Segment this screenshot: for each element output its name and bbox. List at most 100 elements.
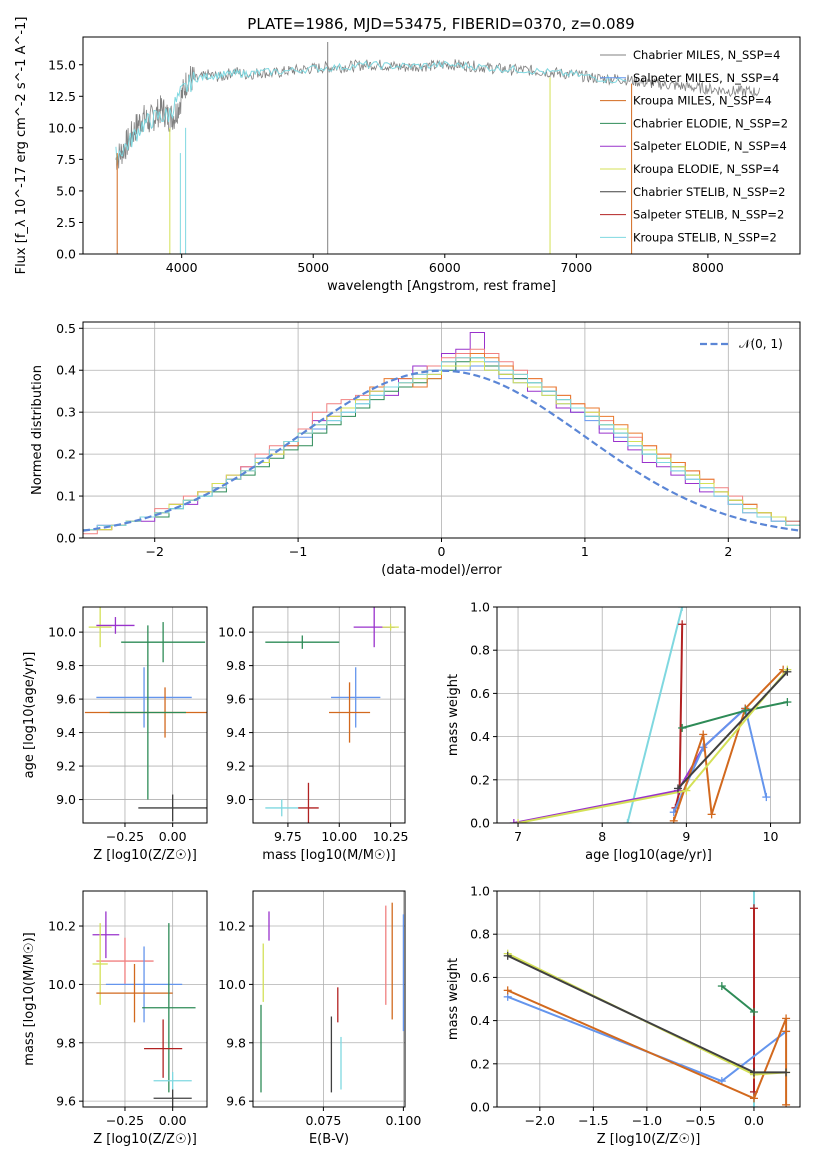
- plot-area: [265, 607, 399, 823]
- y-tick-label: 0.0: [470, 1100, 490, 1115]
- legend-label: Kroupa ELODIE, N_SSP=4: [633, 162, 779, 176]
- axes-frame: [496, 606, 801, 824]
- y-tick-label: 15.0: [48, 57, 76, 72]
- y-tick-label: 0.6: [470, 686, 490, 701]
- series-line: [672, 706, 768, 813]
- x-tick-label: 0.0: [744, 1113, 764, 1128]
- axes-frame: [252, 606, 406, 824]
- series-line: [517, 668, 789, 823]
- y-tick-label: 9.6: [56, 692, 76, 707]
- y-tick-label: 0.1: [56, 489, 76, 504]
- x-axis-label: Z [log10(Z/Z☉)]: [93, 848, 197, 863]
- x-axis-label: wavelength [Angstrom, rest frame]: [327, 279, 556, 294]
- y-axis-label: mass weight: [446, 674, 461, 756]
- y-tick-label: 0.4: [470, 1013, 490, 1028]
- x-tick-label: 0.00: [159, 829, 187, 844]
- axes-frame: [252, 890, 406, 1108]
- residuals-panel: 𝒩(0, 1) −2 −1 0 1 2 0.0 0.1 0.2 0.3 0.4 0.5 (data-mo…: [30, 321, 801, 578]
- axes-frame: [496, 890, 801, 1108]
- y-tick-label: 0.5: [56, 321, 76, 336]
- x-tick-label: −1.5: [578, 1113, 608, 1128]
- x-tick-label: 1: [581, 544, 589, 559]
- x-tick-label: 7: [514, 829, 522, 844]
- x-axis-label: age [log10(age/yr)]: [585, 848, 712, 863]
- x-tick-label: 4000: [166, 260, 198, 275]
- plot-area: [503, 891, 791, 1107]
- y-tick-label: 10.0: [218, 977, 246, 992]
- y-tick-label: 9.6: [56, 1094, 76, 1109]
- y-axis-label: Flux [f_λ 10^-17 erg cm^-2 s^-1 A^-1]: [14, 17, 29, 275]
- y-tick-label: 1.0: [470, 600, 490, 615]
- massweight-vs-metallicity-panel: −2.0 −1.5 −1.0 −0.5 0.0 0.0 0.2 0.4 0.6 0.8 1.0 Z […: [446, 884, 801, 1147]
- axes-frame: [82, 606, 208, 824]
- y-tick-label: 9.0: [226, 792, 246, 807]
- series-line: [674, 624, 684, 809]
- legend-label: Salpeter ELODIE, N_SSP=4: [633, 139, 787, 153]
- y-tick-label: 9.6: [226, 692, 246, 707]
- mass-vs-metallicity-panel: −0.25 0.00 9.6 9.8 10.0 10.2 Z [log10(Z/Z☉)] ma…: [22, 890, 208, 1147]
- x-tick-label: 9: [682, 829, 690, 844]
- y-tick-label: 0.3: [56, 405, 76, 420]
- x-tick-label: −0.5: [685, 1113, 715, 1128]
- y-tick-label: 0.0: [56, 247, 76, 262]
- y-tick-label: 0.4: [56, 363, 76, 378]
- y-tick-label: 9.4: [226, 725, 246, 740]
- x-axis-label: Z [log10(Z/Z☉)]: [93, 1132, 197, 1147]
- y-tick-label: 9.8: [226, 1035, 246, 1050]
- legend-label: Chabrier MILES, N_SSP=4: [633, 48, 780, 62]
- plot-area: [115, 42, 760, 254]
- x-axis-label: E(B-V): [309, 1132, 349, 1147]
- x-tick-label: 0: [438, 544, 446, 559]
- x-tick-label: 9.75: [274, 829, 302, 844]
- x-tick-label: 2: [724, 544, 732, 559]
- x-tick-label: −1.0: [632, 1113, 662, 1128]
- model-spectrum-line: [115, 60, 627, 164]
- y-tick-label: 9.6: [226, 1094, 246, 1109]
- mass-vs-ebv-panel: 0.075 0.100 9.6 9.8 10.0 10.2 E(B-V): [218, 890, 422, 1147]
- y-tick-label: 10.0: [48, 120, 76, 135]
- plot-area: [83, 332, 800, 535]
- plot-area: [509, 607, 792, 823]
- y-tick-label: 9.8: [226, 658, 246, 673]
- y-tick-label: 5.0: [56, 183, 76, 198]
- legend-label: Kroupa STELIB, N_SSP=2: [633, 230, 777, 244]
- data-spectrum-line: [115, 59, 760, 170]
- y-tick-label: 9.8: [56, 1035, 76, 1050]
- y-tick-label: 0.2: [56, 447, 76, 462]
- x-tick-label: 10.25: [373, 829, 409, 844]
- massweight-vs-age-panel: 7 8 9 10 0.0 0.2 0.4 0.6 0.8 1.0 age [log10(age/yr…: [446, 600, 801, 863]
- plot-area: [260, 902, 405, 1093]
- legend-label: Salpeter STELIB, N_SSP=2: [633, 208, 784, 222]
- plot-area: [92, 911, 196, 1107]
- x-tick-label: 0.100: [386, 1113, 422, 1128]
- series-line: [681, 701, 788, 729]
- y-tick-label: 0.8: [470, 643, 490, 658]
- x-tick-label: 0.075: [306, 1113, 342, 1128]
- y-axis-label: mass [log10(M/M☉)]: [22, 932, 37, 1065]
- age-vs-mass-panel: 9.75 10.00 10.25 9.0 9.2 9.4 9.6 9.8 10.0 mass [l…: [218, 606, 409, 863]
- x-tick-label: −2.0: [525, 1113, 555, 1128]
- y-tick-label: 0.4: [470, 729, 490, 744]
- y-tick-label: 0.2: [470, 1056, 490, 1071]
- spectrum-panel: Chabrier MILES, N_SSP=4 Salpeter MILES, N…: [14, 17, 801, 294]
- y-tick-label: 9.2: [56, 759, 76, 774]
- legend-label: Chabrier STELIB, N_SSP=2: [633, 185, 785, 199]
- x-tick-label: 0.00: [159, 1113, 187, 1128]
- axes-frame: [82, 36, 801, 255]
- series-line: [626, 607, 684, 823]
- histogram-step: [83, 357, 800, 531]
- y-tick-label: 9.2: [226, 759, 246, 774]
- y-tick-label: 12.5: [48, 89, 76, 104]
- y-tick-label: 0.0: [470, 816, 490, 831]
- x-axis-label: Z [log10(Z/Z☉)]: [597, 1132, 701, 1147]
- x-tick-label: −2: [145, 544, 163, 559]
- x-axis-label: mass [log10(M/M☉)]: [262, 848, 395, 863]
- x-tick-label: 5000: [297, 260, 329, 275]
- y-axis-label: age [log10(age/yr)]: [22, 652, 37, 779]
- x-tick-label: 6000: [429, 260, 461, 275]
- legend-label: Kroupa MILES, N_SSP=4: [633, 94, 772, 108]
- legend-label: Salpeter MILES, N_SSP=4: [633, 71, 779, 85]
- x-tick-label: −0.25: [106, 1113, 144, 1128]
- y-tick-label: 10.0: [218, 625, 246, 640]
